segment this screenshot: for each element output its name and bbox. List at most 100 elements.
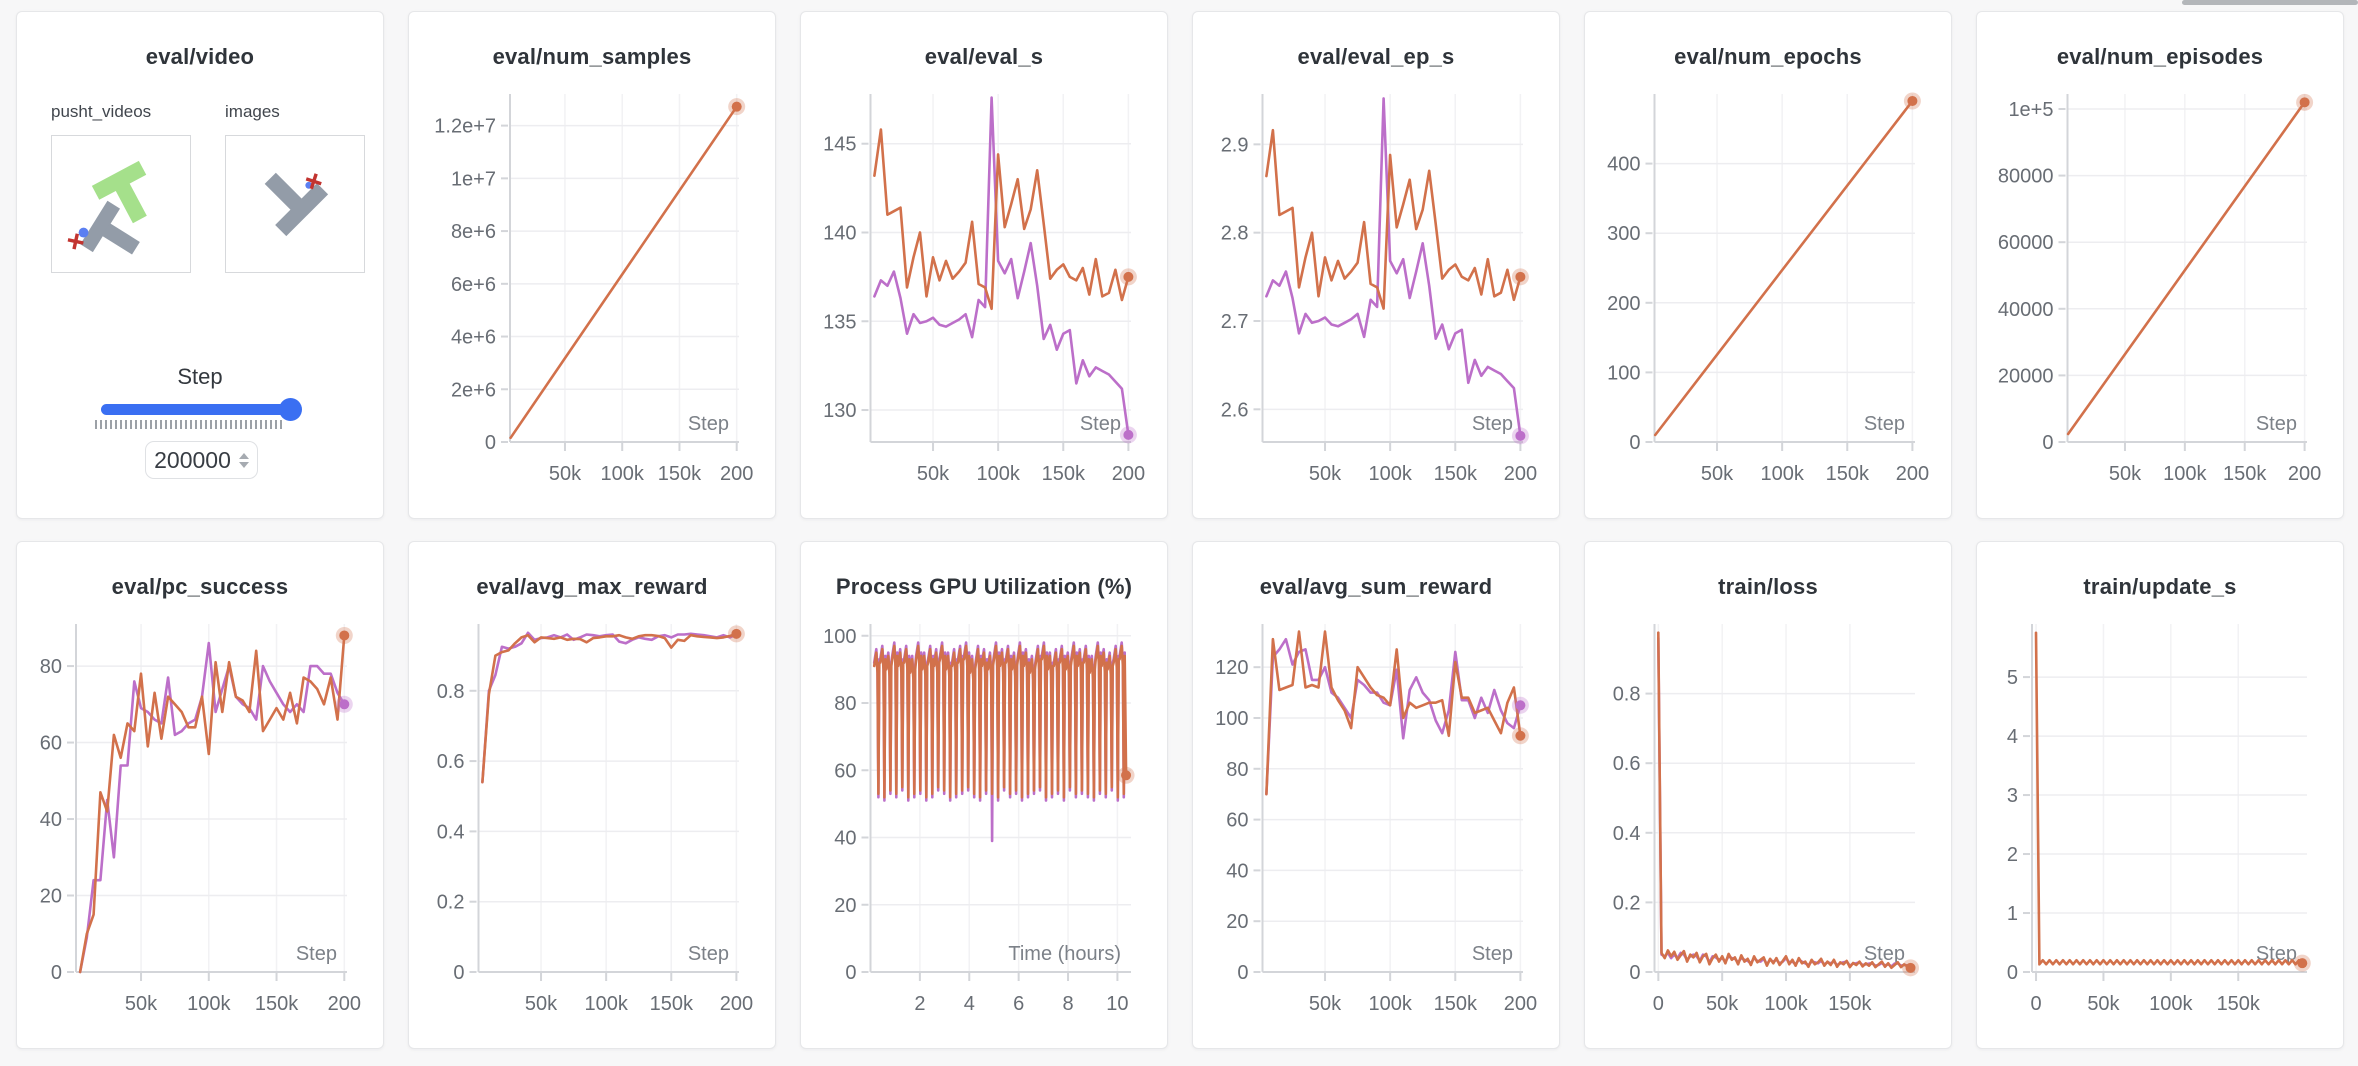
y-tick-label: 0.8 — [437, 681, 465, 703]
y-tick-label: 0.2 — [437, 892, 465, 914]
chart-eval-pc-success[interactable]: 0 20 40 60 80 50k 100k 150k 200 Step — [17, 614, 383, 1040]
y-tick-label: 2 — [2007, 844, 2018, 866]
x-tick-label: 0 — [2030, 993, 2041, 1015]
step-increment-icon[interactable] — [238, 452, 249, 459]
y-tick-label: 40 — [40, 809, 62, 831]
chart-process-gpu-utilization[interactable]: 0 20 40 60 80 100 2 4 6 8 10 Time (hours) — [801, 614, 1167, 1040]
green-tee-shape — [91, 160, 147, 224]
x-tick-label: 2 — [914, 993, 925, 1015]
chart-train-loss[interactable]: 0 0.2 0.4 0.6 0.8 0 50k 100k 150k Step — [1585, 614, 1951, 1040]
gray-tee-shape — [80, 200, 140, 255]
y-tick-label: 200 — [1607, 293, 1640, 315]
end-dot — [1907, 95, 1918, 106]
x-tick-label: 150k — [1828, 993, 1872, 1015]
panel-eval-num-samples: eval/num_samples 0 2e+6 4e+6 6e+6 8e+6 1e+7 1.… — [408, 11, 776, 519]
chart-eval-eval-s[interactable]: 130 135 140 145 50k 100k 150k 200 Step — [801, 84, 1167, 510]
chart-title: eval/avg_max_reward — [476, 574, 708, 599]
y-tick-label: 120 — [1215, 657, 1248, 679]
x-tick-label: 50k — [2087, 993, 2120, 1015]
x-tick-label: 100k — [2149, 993, 2193, 1015]
y-tick-label: 0 — [453, 962, 464, 984]
chart-eval-num-epochs[interactable]: 0 100 200 300 400 50k 100k 150k 200 Step — [1585, 84, 1951, 510]
x-tick-label: 200 — [2288, 463, 2321, 485]
media-panel-eval-video: eval/video pusht_videos images — [16, 11, 384, 519]
axis-label: Step — [2256, 413, 2297, 435]
step-decrement-icon[interactable] — [238, 461, 249, 468]
y-tick-label: 2.6 — [1221, 399, 1249, 421]
x-tick-label: 200 — [1504, 463, 1537, 485]
step-input[interactable]: 200000 — [145, 441, 258, 479]
end-dot — [1515, 430, 1526, 441]
y-tick-label: 140 — [823, 222, 856, 244]
y-tick-label: 4 — [2007, 726, 2018, 748]
x-tick-label: 100k — [1764, 993, 1808, 1015]
y-tick-label: 0.6 — [437, 751, 465, 773]
chart-title: eval/num_epochs — [1674, 44, 1862, 69]
y-tick-label: 0.6 — [1613, 753, 1641, 775]
x-tick-label: 50k — [1701, 463, 1734, 485]
y-tick-label: 0 — [2042, 432, 2053, 454]
chart-eval-avg-max-reward[interactable]: 0 0.2 0.4 0.6 0.8 50k 100k 150k 200 Step — [409, 614, 775, 1040]
x-tick-label: 100k — [2163, 463, 2207, 485]
x-tick-label: 150k — [1042, 463, 1086, 485]
chart-title: eval/num_samples — [492, 44, 692, 69]
x-tick-label: 50k — [525, 993, 558, 1015]
step-slider[interactable] — [101, 398, 302, 421]
step-input-value: 200000 — [154, 446, 231, 473]
y-tick-label: 135 — [823, 311, 856, 333]
y-tick-label: 20 — [40, 886, 62, 908]
panel-eval-avg-sum-reward: eval/avg_sum_reward 0 20 40 60 80 100 120 50k 10… — [1192, 541, 1560, 1049]
end-dot — [1121, 770, 1132, 781]
panel-process-gpu-utilization: Process GPU Utilization (%) 0 20 40 60 80 100… — [800, 541, 1168, 1049]
y-tick-label: 0 — [845, 962, 856, 984]
y-tick-label: 2.8 — [1221, 223, 1249, 245]
chart-eval-eval-ep-s[interactable]: 2.6 2.7 2.8 2.9 50k 100k 150k 200 Step — [1193, 84, 1559, 510]
end-dot — [339, 699, 350, 710]
x-tick-label: 150k — [1826, 463, 1870, 485]
y-tick-label: 0.8 — [1613, 684, 1641, 706]
x-tick-label: 200 — [720, 463, 753, 485]
panel-train-update-s: train/update_s 0 1 2 3 4 5 0 50k 100k 150k Step — [1976, 541, 2344, 1049]
x-tick-label: 100k — [976, 463, 1020, 485]
chart-eval-avg-sum-reward[interactable]: 0 20 40 60 80 100 120 50k 100k 150k 200 Step — [1193, 614, 1559, 1040]
series-line — [509, 105, 739, 440]
panel-eval-num-epochs: eval/num_epochs 0 100 200 300 400 50k 100k 150k… — [1584, 11, 1952, 519]
end-dot — [2297, 958, 2308, 969]
y-tick-label: 8e+6 — [451, 221, 496, 243]
step-slider-thumb[interactable] — [279, 398, 302, 421]
axis-label: Step — [688, 413, 729, 435]
x-tick-label: 150k — [658, 463, 702, 485]
x-tick-label: 200 — [1896, 463, 1929, 485]
x-tick-label: 100k — [1368, 993, 1412, 1015]
horizontal-scrollbar-thumb[interactable] — [2182, 0, 2358, 5]
y-tick-label: 4e+6 — [451, 327, 496, 349]
end-dot — [731, 101, 742, 112]
chart-eval-num-episodes[interactable]: 0 20000 40000 60000 80000 1e+5 50k 100k 150k 200 S… — [1977, 84, 2343, 510]
media-label-images: images — [225, 102, 280, 121]
y-tick-label: 1 — [2007, 903, 2018, 925]
series-line — [872, 644, 1128, 799]
panel-train-loss: train/loss 0 0.2 0.4 0.6 0.8 0 50k 100k 150k Step — [1584, 541, 1952, 1049]
x-tick-label: 150k — [1434, 463, 1478, 485]
x-tick-label: 0 — [1653, 993, 1664, 1015]
axis-label: Step — [1080, 413, 1121, 435]
x-tick-label: 150k — [650, 993, 694, 1015]
x-tick-label: 50k — [125, 993, 158, 1015]
y-tick-label: 1e+7 — [451, 168, 496, 190]
image-thumbnail[interactable] — [225, 135, 365, 273]
y-tick-label: 0 — [2007, 962, 2018, 984]
chart-title: Process GPU Utilization (%) — [835, 574, 1133, 599]
media-label-pusht-videos: pusht_videos — [51, 102, 152, 121]
chart-title: train/update_s — [2083, 574, 2237, 599]
chart-title: eval/eval_ep_s — [1297, 44, 1455, 69]
x-tick-label: 100k — [1368, 463, 1412, 485]
end-dot — [1515, 271, 1526, 282]
pusht-video-thumbnail[interactable] — [51, 135, 191, 273]
x-tick-label: 150k — [2217, 993, 2261, 1015]
x-tick-label: 100k — [187, 993, 231, 1015]
x-tick-label: 200 — [1112, 463, 1145, 485]
x-tick-label: 6 — [1013, 993, 1024, 1015]
axis-label: Step — [1864, 943, 1905, 965]
chart-eval-num-samples[interactable]: 0 2e+6 4e+6 6e+6 8e+6 1e+7 1.2e+7 50k 100k 150k 20… — [409, 84, 775, 510]
